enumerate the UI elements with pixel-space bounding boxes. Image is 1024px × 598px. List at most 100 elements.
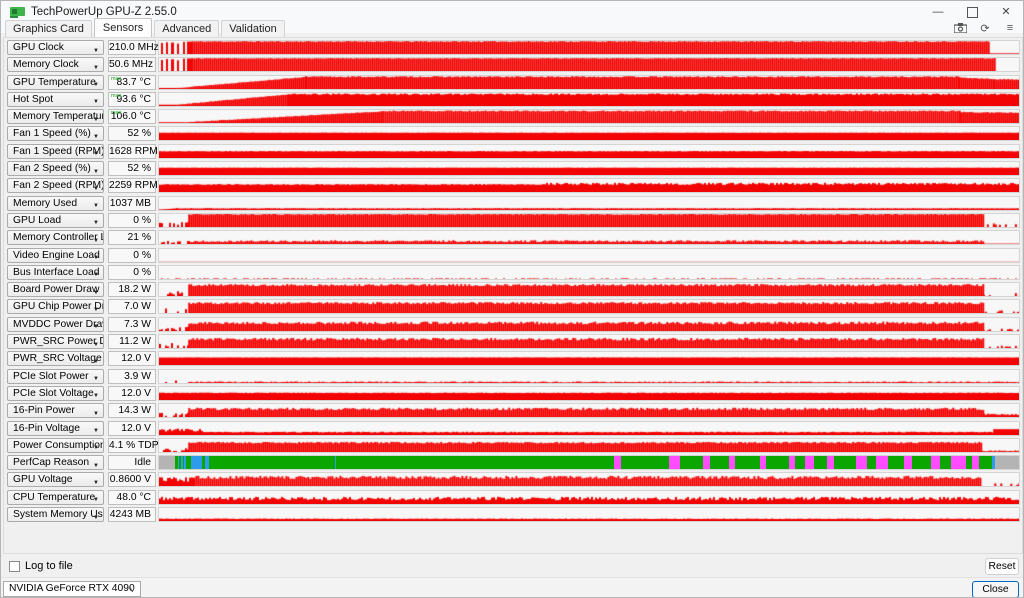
perfcap-segment-magenta <box>856 456 868 470</box>
sensor-dropdown[interactable]: Fan 1 Speed (%) ▼ <box>7 126 104 142</box>
sensor-dropdown[interactable]: Bus Interface Load ▼ <box>7 264 104 280</box>
sensor-value-text: 48.0 °C <box>116 491 151 503</box>
sensor-value-text: Idle <box>134 457 151 469</box>
perfcap-segment-magenta <box>805 456 815 470</box>
perfcap-segment-green <box>710 456 730 470</box>
perfcap-segment-green <box>888 456 905 470</box>
perfcap-segment-gray <box>159 456 175 470</box>
sensor-graph-canvas <box>159 196 1019 210</box>
sensor-label: Memory Used <box>13 197 78 209</box>
dropdown-arrow-icon: ▼ <box>93 462 99 469</box>
max-badge: max <box>111 75 122 82</box>
perfcap-segment-blue <box>991 456 996 470</box>
sensor-label: GPU Load <box>13 214 62 226</box>
sensor-value: 48.0 °C <box>108 489 156 505</box>
log-to-file-label: Log to file <box>25 560 73 572</box>
sensor-value: max 83.7 °C <box>108 74 156 90</box>
dropdown-arrow-icon: ▼ <box>93 185 99 192</box>
sensor-graph <box>158 91 1020 107</box>
sensor-dropdown[interactable]: Power Consumption (%)▼ <box>7 437 104 453</box>
sensor-value-text: 21 % <box>127 232 151 244</box>
refresh-icon[interactable]: ⟳ <box>980 22 990 35</box>
perfcap-segment-magenta <box>931 456 941 470</box>
sensor-dropdown[interactable]: Memory Used ▼ <box>7 195 104 211</box>
sensor-value: 3.9 W <box>108 368 156 384</box>
sensor-dropdown[interactable]: GPU Temperature ▼ <box>7 74 104 90</box>
sensor-graph-canvas <box>159 144 1019 158</box>
sensor-dropdown[interactable]: Video Engine Load ▼ <box>7 247 104 263</box>
sensor-value-text: 12.0 V <box>121 353 151 365</box>
perfcap-segment-green <box>201 456 206 470</box>
sensor-dropdown[interactable]: Board Power Draw ▼ <box>7 282 104 298</box>
tab-advanced[interactable]: Advanced <box>154 20 220 37</box>
sensor-graph <box>158 195 1020 211</box>
sensor-graph <box>158 334 1020 350</box>
dropdown-arrow-icon: ▼ <box>93 479 99 486</box>
sensor-dropdown[interactable]: PWR_SRC Power Draw▼ <box>7 334 104 350</box>
sensor-dropdown[interactable]: 16-Pin Voltage ▼ <box>7 420 104 436</box>
sensor-value: 0 % <box>108 247 156 263</box>
sensor-dropdown[interactable]: Fan 2 Speed (%) ▼ <box>7 161 104 177</box>
window-title: TechPowerUp GPU-Z 2.55.0 <box>31 6 177 18</box>
dropdown-arrow-icon: ▼ <box>93 133 99 140</box>
sensor-dropdown[interactable]: PWR_SRC Voltage ▼ <box>7 351 104 367</box>
gpu-select-dropdown[interactable]: NVIDIA GeForce RTX 4090 ˅ <box>3 581 141 597</box>
close-button[interactable]: Close <box>972 581 1019 597</box>
sensor-graph-canvas <box>159 248 1019 262</box>
sensor-row: PCIe Slot Voltage ▼ 12.0 V <box>4 385 1022 401</box>
sensor-value: 0.8600 V <box>108 472 156 488</box>
sensor-dropdown[interactable]: GPU Load ▼ <box>7 212 104 228</box>
minimize-button[interactable]: — <box>932 6 944 18</box>
sensor-dropdown[interactable]: GPU Chip Power Draw▼ <box>7 299 104 315</box>
sensor-value: 4.1 % TDP <box>108 437 159 453</box>
perfcap-segment-magenta <box>875 456 889 470</box>
dropdown-arrow-icon: ▼ <box>93 64 99 71</box>
sensor-dropdown[interactable]: Memory Clock ▼ <box>7 57 104 73</box>
sensor-dropdown[interactable]: Memory Controller Load▼ <box>7 230 104 246</box>
sensor-dropdown[interactable]: MVDDC Power Draw ▼ <box>7 316 104 332</box>
sensor-dropdown[interactable]: PCIe Slot Power ▼ <box>7 368 104 384</box>
tab-graphics-card[interactable]: Graphics Card <box>5 20 92 37</box>
dropdown-arrow-icon: ▼ <box>93 203 99 210</box>
sensor-dropdown[interactable]: GPU Clock ▼ <box>7 40 104 55</box>
sensor-dropdown[interactable]: Fan 2 Speed (RPM) ▼ <box>7 178 104 194</box>
perfcap-segment-blue <box>190 456 202 470</box>
log-to-file-checkbox[interactable] <box>9 560 20 572</box>
dropdown-arrow-icon: ▼ <box>93 358 99 365</box>
tab-sensors[interactable]: Sensors <box>93 18 153 37</box>
sensor-row: Hot Spot ▼ max 93.6 °C <box>4 91 1022 107</box>
sensor-label: Fan 2 Speed (RPM) <box>13 180 104 192</box>
sensor-value-text: 210.0 MHz <box>109 42 159 53</box>
sensor-graph <box>158 299 1020 315</box>
sensor-dropdown[interactable]: GPU Voltage ▼ <box>7 472 104 488</box>
sensor-label: Video Engine Load <box>13 249 100 261</box>
sensor-dropdown[interactable]: 16-Pin Power ▼ <box>7 403 104 419</box>
reset-button[interactable]: Reset <box>985 558 1019 575</box>
menu-icon[interactable]: ≡ <box>1006 22 1014 34</box>
sensor-dropdown[interactable]: Fan 1 Speed (RPM) ▼ <box>7 143 104 159</box>
dropdown-arrow-icon: ▼ <box>93 82 99 89</box>
sensor-dropdown[interactable]: PCIe Slot Voltage ▼ <box>7 385 104 401</box>
perfcap-segment-green <box>679 456 704 470</box>
close-window-button[interactable]: ✕ <box>1001 6 1011 18</box>
sensor-value: 7.3 W <box>108 316 156 332</box>
tab-validation[interactable]: Validation <box>221 20 285 37</box>
sensor-graph-canvas <box>159 162 1019 176</box>
sensor-dropdown[interactable]: PerfCap Reason ▼ <box>7 455 104 471</box>
maximize-button[interactable] <box>955 1 989 23</box>
sensor-value: 52 % <box>108 126 156 142</box>
sensor-dropdown[interactable]: Hot Spot ▼ <box>7 91 104 107</box>
screenshot-icon[interactable] <box>953 22 967 34</box>
sensor-dropdown[interactable]: CPU Temperature ▼ <box>7 489 104 505</box>
sensor-label: GPU Chip Power Draw <box>13 301 103 313</box>
sensor-value: 21 % <box>108 230 156 246</box>
sensor-graph <box>158 403 1020 419</box>
dropdown-arrow-icon: ▼ <box>93 428 99 435</box>
sensor-graph <box>158 109 1020 125</box>
sensor-label: PWR_SRC Voltage <box>13 353 102 365</box>
sensor-dropdown[interactable]: Memory Temperature ▼ <box>7 109 104 125</box>
sensor-row: Video Engine Load ▼ 0 % <box>4 247 1022 263</box>
sensor-graph-canvas <box>159 473 1019 487</box>
sensor-dropdown[interactable]: System Memory Used▼ <box>7 507 104 523</box>
sensor-graph <box>158 178 1020 194</box>
